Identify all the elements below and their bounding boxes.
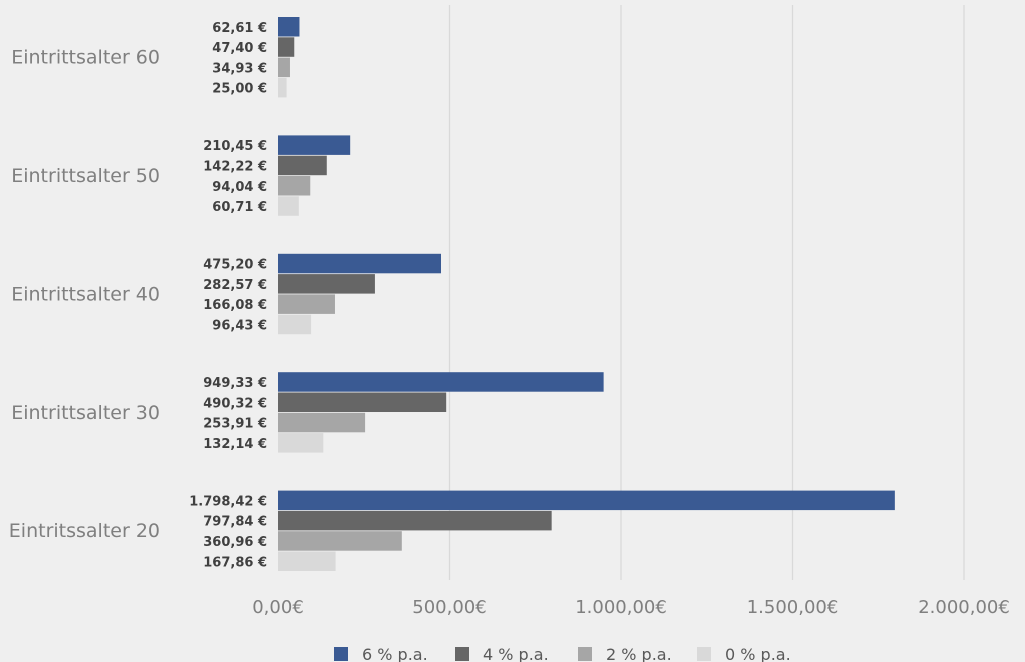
value-label: 62,61 € (212, 21, 267, 36)
value-label: 360,96 € (203, 535, 267, 550)
x-tick-label: 2.000,00€ (918, 597, 1010, 618)
category-labels: Eintrittsalter 60 Eintrittsalter 50 Eintri… (9, 47, 160, 543)
x-tick-label: 1.000,00€ (575, 597, 667, 618)
value-label: 166,08 € (203, 298, 267, 313)
category-label: Eintritssalter 20 (9, 520, 160, 542)
bar (278, 490, 895, 511)
value-label: 1.798,42 € (189, 494, 267, 509)
bar (278, 253, 441, 274)
bar (278, 17, 300, 37)
legend-label: 4 % p.a. (483, 645, 549, 662)
bar (278, 314, 312, 335)
legend-swatch (455, 647, 469, 661)
value-label: 94,04 € (212, 180, 267, 195)
value-label: 142,22 € (203, 159, 267, 174)
value-label: 25,00 € (212, 82, 267, 97)
value-labels: 62,61 € 47,40 € 34,93 € 25,00 € 210,45 € 142,… (189, 21, 267, 571)
bars (278, 17, 895, 571)
value-label: 949,33 € (203, 376, 267, 391)
gridlines (448, 5, 965, 580)
legend-label: 6 % p.a. (362, 645, 428, 662)
value-label: 797,84 € (203, 515, 267, 530)
bar (278, 77, 287, 98)
bar (278, 531, 402, 551)
legend-swatch (697, 647, 711, 661)
bar (278, 196, 299, 216)
category-label: Eintrittsalter 30 (11, 402, 160, 424)
x-tick-label: 500,00€ (412, 597, 486, 618)
category-label: Eintrittsalter 60 (11, 47, 160, 69)
bar (278, 176, 311, 196)
bar (278, 433, 324, 453)
x-axis-ticks: 0,00€ 500,00€ 1.000,00€ 1.500,00€ 2.000,00€ (252, 597, 1010, 618)
bar (278, 57, 290, 78)
bar (278, 510, 552, 531)
value-label: 475,20 € (203, 258, 267, 273)
value-label: 132,14 € (203, 437, 267, 452)
bar (278, 412, 366, 433)
value-label: 490,32 € (203, 396, 267, 411)
x-tick-label: 0,00€ (252, 597, 304, 618)
value-label: 96,43 € (212, 318, 267, 333)
category-label: Eintrittsalter 40 (11, 283, 160, 305)
value-label: 34,93 € (212, 61, 267, 76)
value-label: 167,86 € (203, 555, 267, 570)
value-label: 47,40 € (212, 41, 267, 56)
bar (278, 155, 327, 176)
value-label: 60,71 € (212, 200, 267, 215)
bar (278, 294, 335, 314)
bar (278, 274, 375, 294)
legend-label: 2 % p.a. (606, 645, 672, 662)
bar (278, 551, 336, 571)
value-label: 210,45 € (203, 139, 267, 154)
x-tick-label: 1.500,00€ (747, 597, 839, 618)
bar (278, 372, 604, 392)
legend-swatch (578, 647, 592, 661)
bar (278, 392, 447, 412)
bar (278, 135, 351, 155)
legend: 6 % p.a. 4 % p.a. 2 % p.a. 0 % p.a. (334, 645, 791, 662)
legend-label: 0 % p.a. (725, 645, 791, 662)
category-label: Eintrittsalter 50 (11, 165, 160, 187)
value-label: 282,57 € (203, 278, 267, 293)
value-label: 253,91 € (203, 417, 267, 432)
legend-swatch (334, 647, 348, 661)
bar (278, 37, 295, 57)
